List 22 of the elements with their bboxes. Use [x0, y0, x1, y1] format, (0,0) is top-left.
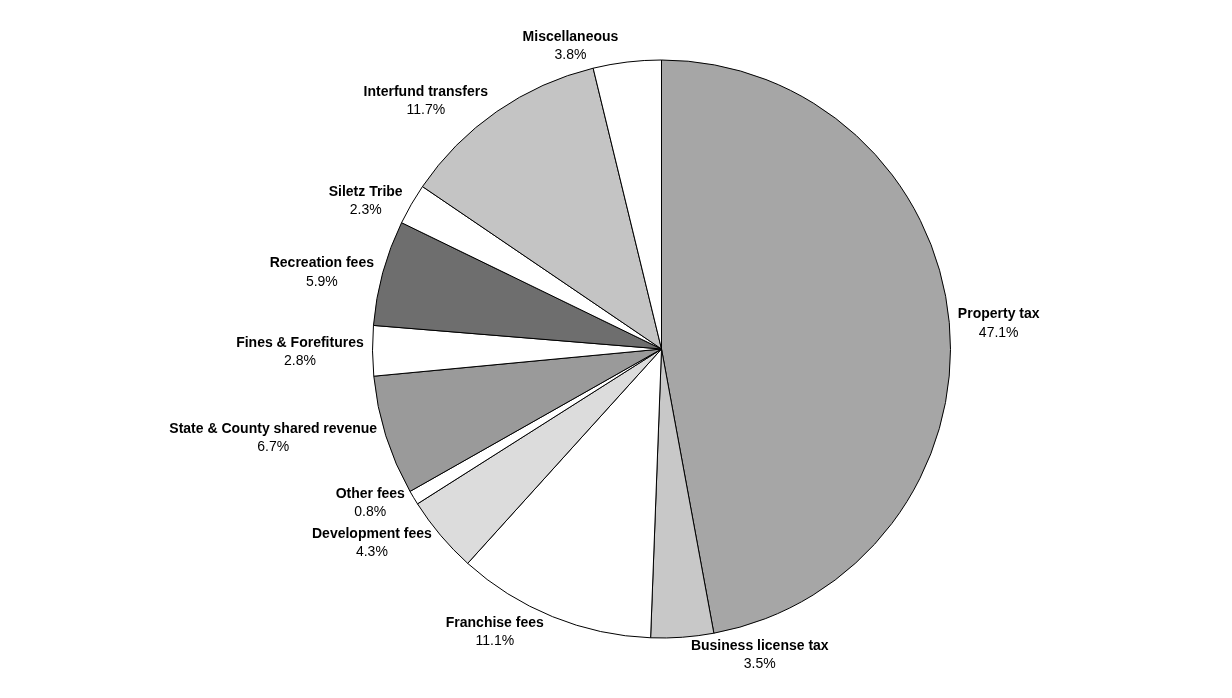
data-label: 4.3%: [355, 543, 388, 560]
data-label: 11.1%: [475, 632, 515, 649]
slice-label: Other fees: [335, 485, 406, 502]
data-label: 2.3%: [349, 201, 382, 218]
slice-label: Miscellaneous: [522, 28, 619, 45]
slice-label: Development fees: [311, 525, 433, 542]
slice-label: Siletz Tribe: [328, 182, 403, 199]
data-label: 5.9%: [305, 272, 338, 289]
slice-label: Fines & Forefitures: [236, 333, 364, 350]
slice-label: Recreation fees: [269, 254, 375, 271]
data-label: 6.7%: [257, 438, 290, 455]
data-label: 11.7%: [406, 101, 446, 118]
data-label: 3.5%: [743, 655, 776, 672]
data-label: 3.8%: [554, 46, 587, 63]
slice-label: Franchise fees: [445, 614, 545, 631]
slice-label: State & County shared revenue: [169, 420, 378, 437]
slice-label: Interfund transfers: [363, 82, 489, 99]
slice-label: Property tax: [957, 305, 1040, 322]
data-label: 2.8%: [284, 351, 316, 368]
slice-label: Business license tax: [690, 637, 829, 654]
data-label: 0.8%: [354, 503, 387, 520]
data-label: 47.1%: [978, 323, 1019, 340]
